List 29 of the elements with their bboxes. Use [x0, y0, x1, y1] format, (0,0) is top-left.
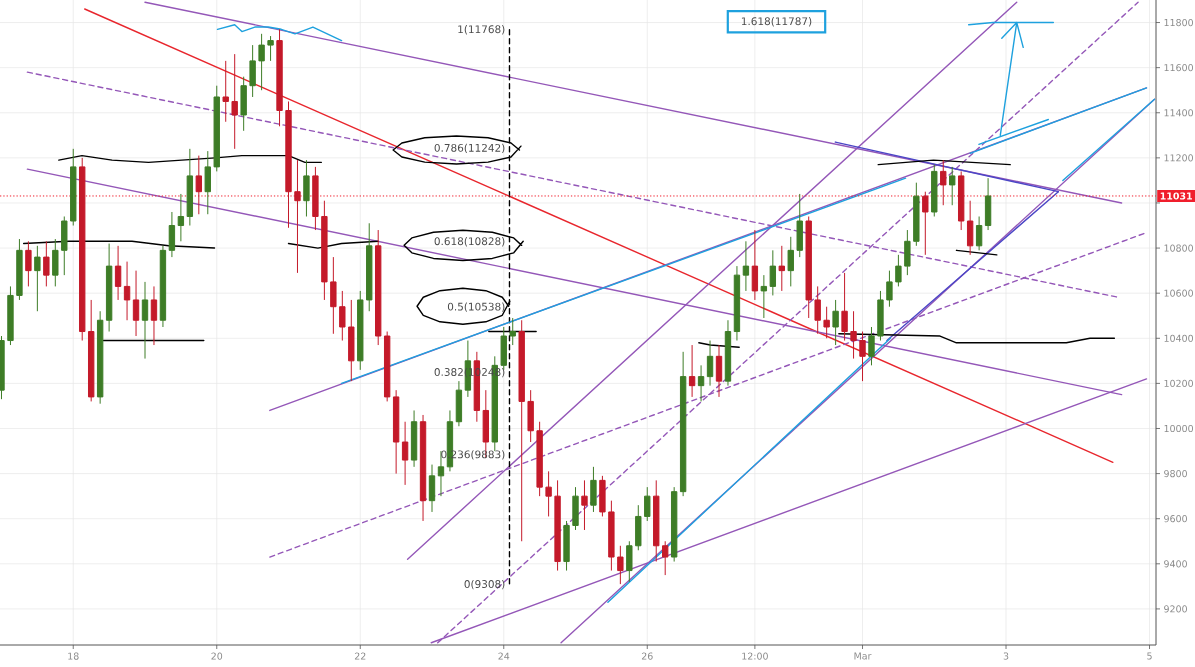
annotation: 0.786(11242) — [434, 143, 505, 154]
y-tick-label: 10600 — [1164, 289, 1193, 297]
annotation: 1.618(11787) — [741, 17, 812, 27]
y-tick-label: 9400 — [1164, 560, 1187, 568]
x-tick-label: Mar — [854, 652, 872, 660]
y-tick-label: 9800 — [1164, 470, 1187, 478]
y-tick-label: 11600 — [1164, 64, 1193, 72]
y-tick-label: 10200 — [1164, 379, 1193, 387]
ref-line-label: 11031 — [1160, 192, 1192, 200]
y-tick-label: 9600 — [1164, 515, 1187, 523]
x-tick-label: 26 — [641, 652, 653, 660]
y-tick-label: 10800 — [1164, 244, 1193, 252]
annotation: 0.618(10828) — [434, 237, 505, 247]
x-tick-label: 12:00 — [742, 652, 768, 660]
annotation: 1(11768) — [458, 25, 505, 35]
annotation: 0(9308) — [464, 579, 505, 590]
y-tick-label: 11200 — [1164, 154, 1193, 162]
x-tick-label: 5 — [1147, 652, 1152, 660]
x-tick-label: 20 — [211, 652, 223, 660]
y-tick-label: 11400 — [1164, 109, 1193, 117]
y-tick-label: 9200 — [1164, 605, 1187, 613]
y-tick-label: 10000 — [1164, 424, 1193, 433]
y-tick-label: 10400 — [1164, 334, 1193, 342]
x-tick-label: 18 — [68, 652, 79, 660]
x-tick-label: 22 — [354, 652, 366, 660]
x-tick-label: 3 — [1003, 652, 1009, 660]
annotation: 0.5(10538) — [447, 302, 505, 312]
y-tick-label: 11800 — [1164, 18, 1193, 27]
x-tick-label: 24 — [498, 652, 510, 660]
